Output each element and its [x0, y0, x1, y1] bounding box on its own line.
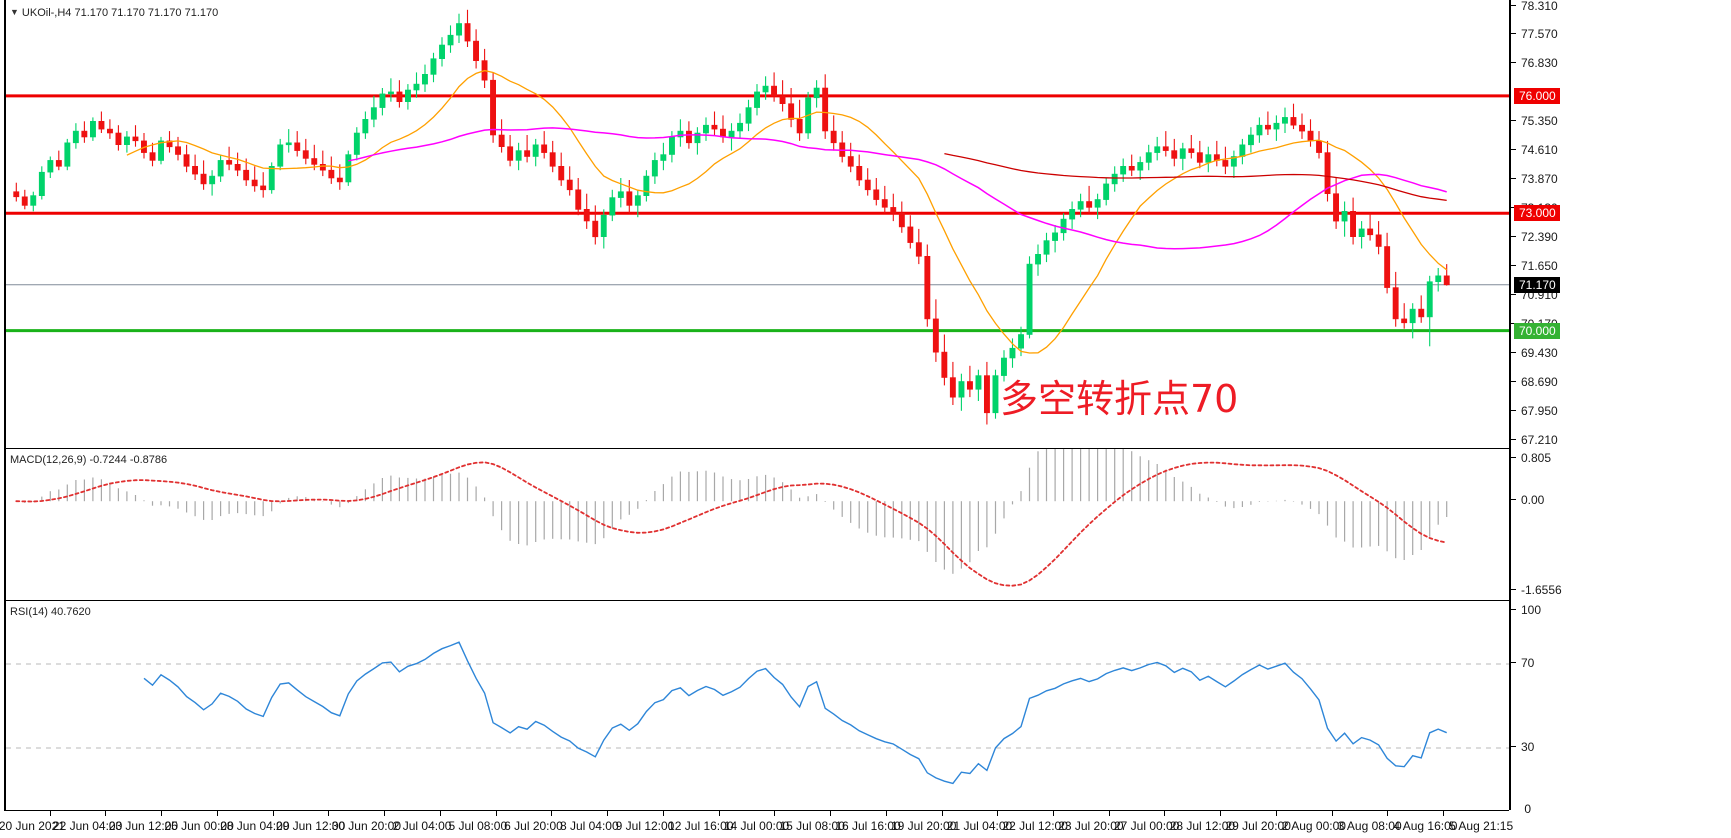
time-axis-label: 21 Jul 04:00: [946, 819, 1013, 833]
rsi-tick: 100: [1511, 603, 1541, 617]
macd-header: MACD(12,26,9) -0.7244 -0.8786: [10, 454, 168, 466]
time-axis[interactable]: 20 Jun 2021 22 Jun 04:00 23 Jun 12:00 25 Ju…: [0, 810, 1513, 838]
price-tick: 71.650: [1511, 259, 1558, 273]
time-tick-mark: [1220, 811, 1222, 816]
time-tick-mark: [384, 811, 386, 816]
time-tick-mark: [885, 811, 887, 816]
symbol-header[interactable]: ▼ UKOil-,H4 71.170 71.170 71.170 71.170: [10, 6, 218, 19]
time-tick-mark: [1387, 811, 1389, 816]
price-tick: 77.570: [1511, 27, 1558, 41]
time-tick-mark: [1275, 811, 1277, 816]
price-level-badge[interactable]: 73.000: [1514, 205, 1560, 222]
time-axis-label: 22 Jun 04:00: [52, 819, 123, 833]
time-tick-mark: [1164, 811, 1166, 816]
price-tick: 75.350: [1511, 114, 1558, 128]
macd-panel[interactable]: MACD(12,26,9) -0.7244 -0.8786 0.805 0.00 -…: [0, 448, 1731, 600]
price-level-badge[interactable]: 70.000: [1514, 322, 1560, 339]
time-axis-label: 4 Aug 16:00: [1393, 819, 1458, 833]
price-tick: 73.870: [1511, 172, 1558, 186]
time-tick-mark: [830, 811, 831, 816]
time-axis-label: 22 Jul 12:00: [1002, 819, 1068, 833]
time-tick-mark: [272, 811, 274, 816]
time-tick-mark: [662, 811, 664, 816]
rsi-axis[interactable]: 100 70 30: [1509, 600, 1731, 810]
price-level-badge[interactable]: 76.000: [1514, 87, 1560, 104]
time-axis-label: 23 Jul 20:00: [1058, 819, 1124, 833]
time-axis-label: 14 Jul 00:00: [723, 819, 790, 833]
time-tick-mark: [328, 811, 330, 816]
rsi-plot-area[interactable]: [4, 600, 1509, 810]
rsi-header: RSI(14) 40.7620: [10, 606, 91, 618]
time-tick-mark: [1443, 811, 1445, 816]
time-axis-label: 12 Jul 16:00: [668, 819, 734, 833]
time-tick-mark: [439, 811, 441, 816]
time-tick-mark: [774, 811, 776, 816]
time-tick-mark: [105, 811, 107, 816]
rsi-tick: 30: [1511, 740, 1534, 754]
price-plot-area[interactable]: [4, 0, 1509, 448]
time-tick-mark: [997, 811, 999, 816]
time-axis-label: 23 Jun 12:00: [108, 819, 179, 833]
time-axis-label: 29 Jun 12:00: [275, 819, 346, 833]
price-level-badge[interactable]: 71.170: [1514, 276, 1560, 293]
symbol-header-text: UKOil-,H4 71.170 71.170 71.170 71.170: [21, 7, 219, 19]
price-tick: 74.610: [1511, 143, 1558, 157]
time-tick-mark: [1108, 811, 1110, 816]
time-tick-mark: [49, 811, 51, 816]
price-tick: 67.210: [1511, 433, 1558, 447]
time-axis-label: 3 Aug 08:00: [1337, 819, 1402, 833]
price-tick: 67.950: [1511, 404, 1558, 418]
time-axis-label: 6 Jul 20:00: [504, 819, 563, 833]
time-axis-zero-label: 0: [1524, 802, 1531, 816]
time-tick-mark: [718, 811, 720, 816]
price-tick: 69.430: [1511, 346, 1558, 360]
time-axis-label: 20 Jun 2021: [0, 819, 65, 833]
rsi-tick: 70: [1511, 656, 1534, 670]
macd-tick: -1.6556: [1511, 583, 1562, 597]
macd-axis[interactable]: 0.805 0.00 -1.6556: [1509, 448, 1731, 600]
price-tick: 68.690: [1511, 375, 1558, 389]
price-tick: 76.830: [1511, 56, 1558, 70]
time-tick-mark: [216, 811, 218, 816]
time-tick-mark: [607, 811, 608, 816]
caret-down-icon[interactable]: ▼: [10, 7, 19, 17]
time-tick-mark: [551, 811, 553, 816]
time-axis-label: 29 Jul 20:00: [1225, 819, 1291, 833]
price-axis[interactable]: 78.31077.57076.83075.35074.61073.87073.1…: [1509, 0, 1731, 448]
time-axis-label: 28 Jul 12:00: [1169, 819, 1236, 833]
time-axis-label: 5 Aug 21:15: [1449, 819, 1514, 833]
time-tick-mark: [1331, 811, 1333, 816]
macd-tick: 0.805: [1511, 451, 1551, 465]
time-axis-label: 27 Jul 00:00: [1113, 819, 1180, 833]
chart-annotation-text: 多空转折点70: [1000, 377, 1239, 421]
time-tick-mark: [1052, 811, 1054, 816]
macd-plot-area[interactable]: [4, 448, 1509, 600]
time-tick-mark: [161, 811, 163, 816]
price-panel[interactable]: ▼ UKOil-,H4 71.170 71.170 71.170 71.170 多…: [0, 0, 1731, 448]
price-tick: 78.310: [1511, 0, 1558, 13]
time-axis-label: 9 Jul 12:00: [615, 819, 675, 833]
time-axis-label: 19 Jul 20:00: [890, 819, 957, 833]
time-axis-label: 15 Jul 08:00: [779, 819, 845, 833]
rsi-panel[interactable]: RSI(14) 40.7620 100 70 30: [0, 600, 1731, 810]
macd-tick: 0.00: [1511, 493, 1544, 507]
time-axis-label: 8 Jul 04:00: [559, 819, 619, 833]
time-axis-label: 25 Jun 00:00: [164, 819, 234, 833]
time-axis-label: 2 Jul 04:00: [392, 819, 452, 833]
time-axis-label: 5 Jul 08:00: [448, 819, 508, 833]
time-axis-label: 30 Jun 20:00: [331, 819, 401, 833]
price-tick: 72.390: [1511, 230, 1558, 244]
time-axis-label: 2 Aug 00:00: [1281, 819, 1346, 833]
time-tick-mark: [941, 811, 943, 816]
time-tick-mark: [495, 811, 497, 816]
time-axis-label: 16 Jul 16:00: [835, 819, 901, 833]
time-axis-label: 28 Jun 04:00: [220, 819, 290, 833]
